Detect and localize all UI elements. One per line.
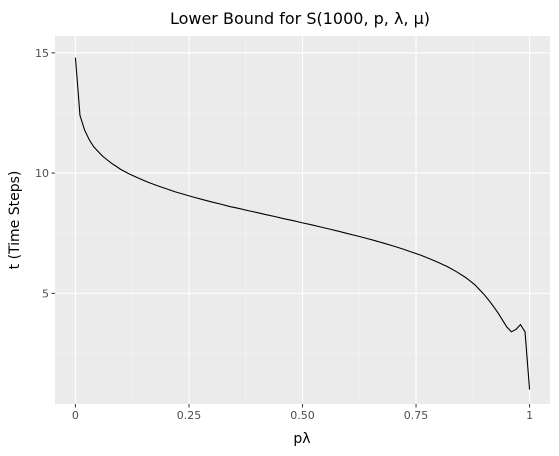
y-axis: 5 10 15 bbox=[35, 47, 55, 300]
x-tick-label-4: 1 bbox=[526, 409, 533, 422]
y-axis-title: t (Time Steps) bbox=[7, 171, 23, 270]
x-axis: 0 0.25 0.50 0.75 1 bbox=[72, 404, 533, 422]
chart-title: Lower Bound for S(1000, p, λ, μ) bbox=[170, 9, 430, 28]
x-axis-title: pλ bbox=[293, 431, 310, 447]
x-tick-label-0: 0 bbox=[72, 409, 79, 422]
y-tick-label-0: 5 bbox=[42, 287, 49, 300]
major-grid bbox=[55, 36, 550, 404]
x-tick-label-2: 0.50 bbox=[290, 409, 315, 422]
x-tick-label-1: 0.25 bbox=[177, 409, 202, 422]
y-tick-label-2: 15 bbox=[35, 47, 49, 60]
series-line bbox=[74, 57, 531, 390]
x-tick-label-3: 0.75 bbox=[404, 409, 429, 422]
y-tick-label-1: 10 bbox=[35, 167, 49, 180]
